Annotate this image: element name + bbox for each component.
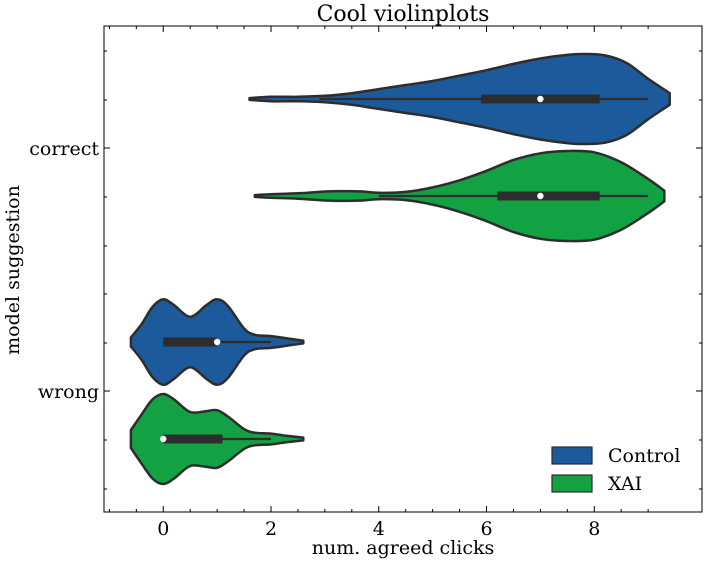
plot-frame [103, 25, 703, 513]
plot-area [129, 52, 671, 486]
iqr-box-xai-correct [497, 191, 600, 201]
x-axis-label: num. agreed clicks [312, 537, 495, 559]
legend-swatch-control [551, 446, 593, 465]
median-point-xai-wrong [160, 435, 167, 443]
y-axis-label: model suggestion [2, 185, 24, 355]
x-tick-label-0: 0 [157, 518, 169, 540]
x-tick-label-2: 2 [265, 518, 277, 540]
legend-label-xai: XAI [608, 473, 642, 495]
median-point-xai-correct [537, 192, 544, 200]
x-tick-label-6: 6 [480, 518, 492, 540]
chart-title: Cool violinplots [317, 2, 490, 27]
median-point-control-wrong [213, 338, 221, 346]
y-tick-label-wrong: wrong [38, 381, 99, 403]
iqr-box-xai-wrong [163, 434, 223, 444]
x-tick-label-8: 8 [588, 518, 600, 540]
legend-swatch-xai [551, 474, 593, 493]
y-tick-label-correct: correct [29, 138, 99, 160]
iqr-box-control-wrong [163, 337, 218, 347]
median-point-control-correct [537, 95, 544, 103]
x-tick-label-4: 4 [373, 518, 385, 540]
axes: 0 2 4 6 8 correct wrong [29, 26, 702, 540]
legend: Control XAI [551, 445, 680, 495]
legend-label-control: Control [608, 445, 680, 467]
